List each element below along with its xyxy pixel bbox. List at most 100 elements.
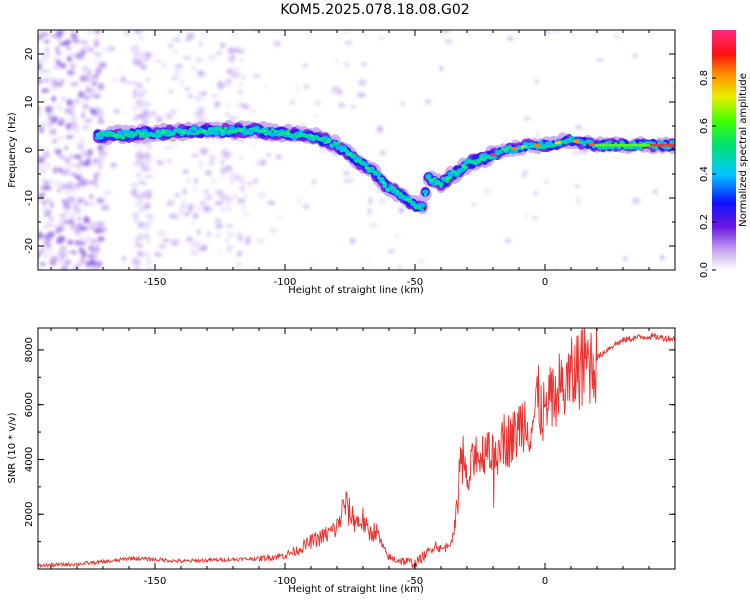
heatmap-noise-cell xyxy=(83,97,91,100)
heatmap-noise-cell xyxy=(196,70,206,77)
heatmap-noise-cell xyxy=(93,245,101,253)
spectrogram-frame xyxy=(38,30,675,270)
heatmap-noise-cell xyxy=(380,198,384,205)
heatmap-noise-cell xyxy=(132,60,141,65)
heatmap-ridge-cell xyxy=(544,144,550,148)
heatmap-peak-cell xyxy=(139,132,145,136)
heatmap-peak-cell xyxy=(201,129,207,133)
heatmap-ridge-cell xyxy=(459,167,466,173)
heatmap-noise-cell xyxy=(196,228,201,236)
heatmap-noise-cell xyxy=(80,151,89,155)
heatmap-noise-cell xyxy=(182,169,189,174)
heatmap-noise-cell xyxy=(356,92,366,98)
heatmap-ridge-cell xyxy=(226,129,231,134)
heatmap-noise-cell xyxy=(80,240,87,246)
heatmap-noise-cell xyxy=(632,52,639,59)
heatmap-noise-cell xyxy=(92,74,99,80)
heatmap-noise-cell xyxy=(136,172,141,178)
heatmap-noise-cell xyxy=(219,198,228,202)
heatmap-noise-cell xyxy=(341,31,350,35)
heatmap-noise-cell xyxy=(83,200,88,207)
heatmap-noise-cell xyxy=(535,131,540,140)
heatmap-noise-cell xyxy=(98,115,103,120)
heatmap-ridge-cell xyxy=(432,177,437,181)
heatmap-noise-cell xyxy=(77,222,83,230)
heatmap-noise-cell xyxy=(130,81,140,85)
heatmap-ridge-cell xyxy=(489,156,493,160)
heatmap-noise-cell xyxy=(59,246,68,250)
heatmap-noise-cell xyxy=(223,153,230,160)
heatmap-noise-cell xyxy=(200,246,206,252)
heatmap-noise-cell xyxy=(71,53,78,57)
heatmap-ridge-cell xyxy=(644,141,650,144)
heatmap-noise-cell xyxy=(572,149,581,156)
heatmap-noise-cell xyxy=(142,182,146,186)
heatmap-noise-cell xyxy=(85,85,90,92)
heatmap-noise-cell xyxy=(149,111,157,117)
heatmap-ridge-cell xyxy=(551,143,556,148)
heatmap-noise-cell xyxy=(182,188,187,195)
heatmap-noise-cell xyxy=(52,128,56,135)
heatmap-noise-cell xyxy=(553,30,560,34)
heatmap-noise-cell xyxy=(73,207,82,214)
heatmap-noise-cell xyxy=(168,162,173,165)
heatmap-noise-cell xyxy=(227,55,235,64)
heatmap-noise-cell xyxy=(58,167,63,174)
snr-y-tick-label: 6000 xyxy=(24,392,35,417)
heatmap-ridge-cell xyxy=(314,134,318,140)
heatmap-noise-cell xyxy=(200,200,205,206)
heatmap-ridge-cell xyxy=(369,166,375,172)
heatmap-noise-cell xyxy=(146,153,151,158)
heatmap-noise-cell xyxy=(42,199,46,206)
heatmap-noise-cell xyxy=(338,102,346,109)
heatmap-noise-cell xyxy=(174,64,184,68)
heatmap-noise-cell xyxy=(139,175,144,179)
heatmap-ridge-cell xyxy=(632,141,637,145)
heatmap-noise-cell xyxy=(595,58,605,62)
heatmap-noise-cell xyxy=(171,240,179,247)
heatmap-noise-cell xyxy=(94,30,101,35)
heatmap-ridge-cell xyxy=(333,140,337,144)
heatmap-noise-cell xyxy=(226,78,232,83)
heatmap-noise-cell xyxy=(141,167,150,172)
heatmap-noise-cell xyxy=(56,107,65,111)
heatmap-ridge-cell xyxy=(475,159,482,163)
heatmap-noise-cell xyxy=(93,51,99,57)
heatmap-noise-cell xyxy=(47,113,54,120)
spectrogram-x-tick-label: 0 xyxy=(542,277,548,288)
heatmap-ridge-cell xyxy=(245,131,250,135)
heatmap-noise-cell xyxy=(504,238,512,244)
heatmap-noise-cell xyxy=(134,195,144,199)
heatmap-peak-cell xyxy=(502,149,508,152)
heatmap-noise-cell xyxy=(376,125,383,133)
heatmap-noise-cell xyxy=(184,211,190,217)
heatmap-noise-cell xyxy=(45,46,50,54)
heatmap-noise-cell xyxy=(184,266,188,270)
heatmap-ridge-cell xyxy=(410,202,416,207)
heatmap-ridge-cell xyxy=(451,169,456,174)
heatmap-ridge-cell xyxy=(582,143,587,147)
heatmap-peak-cell xyxy=(113,133,119,137)
heatmap-ridge-cell xyxy=(341,148,347,152)
heatmap-noise-cell xyxy=(85,235,93,243)
heatmap-noise-cell xyxy=(278,213,282,221)
heatmap-noise-cell xyxy=(39,69,48,74)
heatmap-noise-cell xyxy=(146,251,151,258)
heatmap-noise-cell xyxy=(96,158,102,165)
heatmap-noise-cell xyxy=(74,230,83,236)
heatmap-ridge-cell xyxy=(445,179,450,184)
heatmap-noise-cell xyxy=(158,243,167,249)
heatmap-noise-cell xyxy=(57,36,61,44)
heatmap-noise-cell xyxy=(66,195,76,203)
heatmap-noise-cell xyxy=(62,185,69,190)
heatmap-noise-cell xyxy=(41,237,47,242)
heatmap-noise-cell xyxy=(206,232,212,237)
heatmap-noise-cell xyxy=(67,167,72,172)
heatmap-noise-cell xyxy=(57,250,67,257)
heatmap-noise-cell xyxy=(95,67,102,75)
heatmap-ridge-cell xyxy=(379,177,384,180)
heatmap-ridge-cell xyxy=(341,145,348,150)
heatmap-noise-cell xyxy=(65,135,74,139)
heatmap-noise-cell xyxy=(83,47,91,50)
